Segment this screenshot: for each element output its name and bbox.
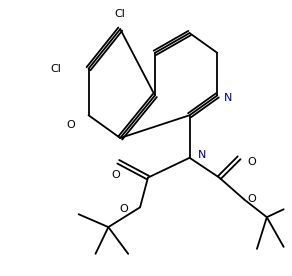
Text: O: O <box>247 157 256 167</box>
Text: O: O <box>119 204 128 214</box>
Text: N: N <box>197 150 206 160</box>
Text: Cl: Cl <box>115 9 126 19</box>
Text: O: O <box>66 120 75 130</box>
Text: O: O <box>247 194 256 204</box>
Text: N: N <box>224 93 233 104</box>
Text: O: O <box>112 170 120 180</box>
Text: Cl: Cl <box>50 64 61 74</box>
